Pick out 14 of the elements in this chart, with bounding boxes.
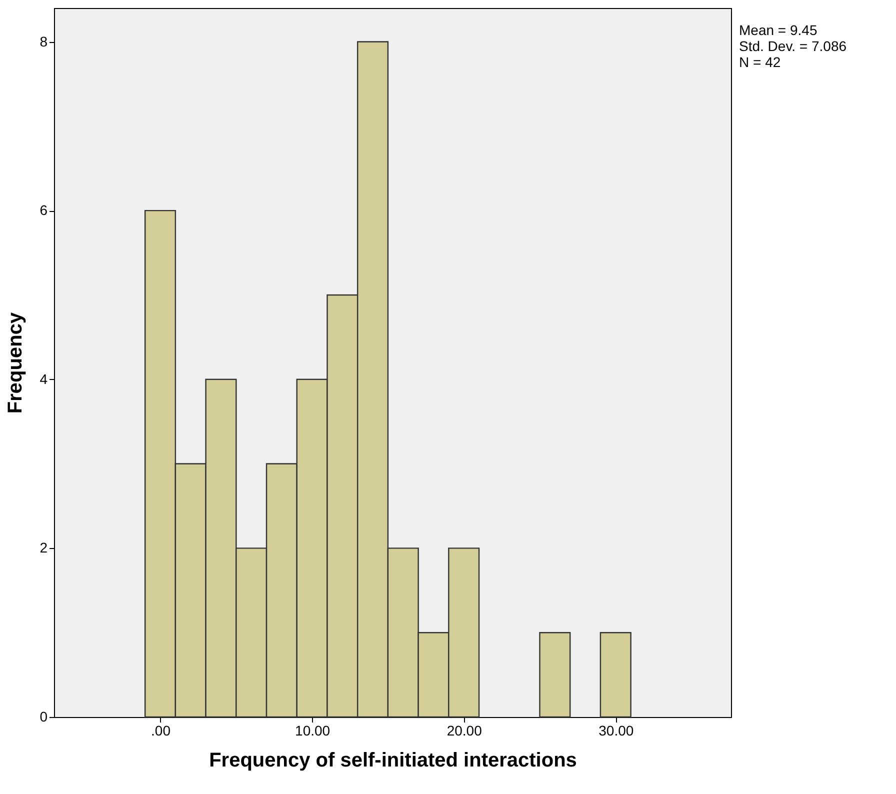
y-tick-label: 8 [40,33,48,50]
x-tick-label: 30.00 [598,722,634,738]
y-tick-label: 0 [40,708,48,724]
text: Mean = 9.45 [739,22,818,38]
text: N = 42 [739,54,781,70]
x-axis-title: Frequency of self-initiated interactions [209,750,577,772]
y-tick-label: 6 [40,202,48,218]
y-tick-label: 4 [40,370,48,387]
x-tick-label: 20.00 [446,722,482,738]
y-axis-title: Frequency [4,312,27,414]
y-tick-label: 2 [40,540,48,556]
x-tick-label: .00 [151,722,171,738]
x-tick-label: 10.00 [295,722,330,738]
text: Std. Dev. = 7.086 [739,38,847,54]
